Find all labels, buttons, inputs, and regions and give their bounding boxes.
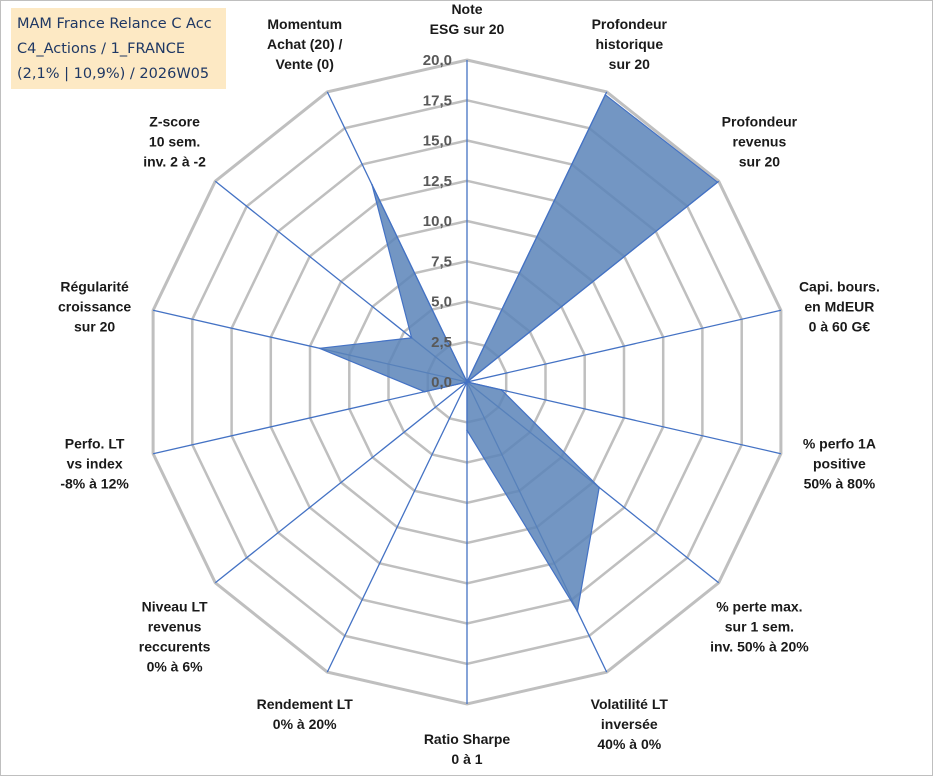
tick-label: 7,5 [431, 253, 452, 270]
axis-label-13-line-2: Vente (0) [276, 56, 334, 72]
data-point-11 [318, 347, 321, 350]
axis-label-7-line-1: 0 à 1 [451, 751, 482, 767]
axis-label-11-line-2: sur 20 [74, 319, 115, 335]
axis-label-13-line-0: Momentum [267, 16, 342, 32]
axis-label-10-line-2: -8% à 12% [60, 475, 129, 491]
data-point-9 [466, 381, 468, 383]
axis-label-4-line-1: positive [813, 455, 866, 471]
axis-label-9-line-1: revenus [148, 619, 202, 635]
tick-label: 2,5 [431, 334, 452, 351]
fund-title-box: MAM France Relance C Acc C4_Actions / 1_… [11, 8, 226, 89]
spoke-8 [326, 381, 468, 673]
series-area-0 [319, 93, 719, 613]
axis-label-10-line-0: Perfo. LT [65, 435, 125, 451]
tick-label: 15,0 [423, 133, 452, 150]
tick-label: 5,0 [431, 294, 452, 311]
axis-label-8-line-0: Rendement LT [257, 696, 354, 712]
axis-label-3-line-2: 0 à 60 G€ [809, 319, 871, 335]
tick-label: 10,0 [423, 213, 452, 230]
axis-label-9-line-3: 0% à 6% [147, 659, 204, 675]
spoke-4 [466, 381, 782, 455]
axis-label-4-line-0: % perfo 1A [803, 435, 876, 451]
axis-label-3-line-1: en MdEUR [804, 299, 874, 315]
data-point-7 [466, 429, 468, 432]
tick-label: 12,5 [423, 173, 452, 190]
data-point-13 [371, 183, 373, 186]
axis-label-5-line-1: sur 1 sem. [725, 619, 794, 635]
spoke-3 [466, 309, 782, 383]
axis-label-7-line-0: Ratio Sharpe [424, 731, 511, 747]
axis-label-1-line-2: sur 20 [609, 56, 650, 72]
data-point-4 [500, 389, 503, 391]
spoke-10 [152, 381, 468, 455]
series-layer [318, 93, 719, 613]
data-point-5 [598, 486, 600, 489]
data-point-6 [576, 610, 579, 612]
label-layer: Note ESG sur 20 Profondeur historique sur 20… [58, 1, 880, 767]
axis-label-9-line-0: Niveau LT [142, 599, 208, 615]
axis-label-6-line-2: 40% à 0% [597, 736, 661, 752]
data-point-10 [423, 390, 426, 393]
data-point-12 [410, 337, 413, 339]
tick-label: 20,0 [423, 52, 452, 69]
axis-label-6-line-1: inversée [601, 716, 658, 732]
axis-label-0-line-1: ESG sur 20 [430, 21, 505, 37]
fund-category: C4_Actions / 1_FRANCE [17, 41, 186, 57]
axis-label-9-line-2: reccurents [139, 639, 211, 655]
axis-label-13-line-1: Achat (20) / [267, 36, 343, 52]
axis-label-12-line-2: inv. 2 à -2 [143, 154, 206, 170]
tick-label: 0,0 [431, 374, 452, 391]
tick-layer: 0,0 2,5 5,0 7,5 10,0 12,5 15,0 17,5 20,0 [423, 52, 452, 391]
axis-label-2-line-2: sur 20 [739, 154, 780, 170]
axis-label-5-line-0: % perte max. [716, 599, 802, 615]
axis-label-4-line-2: 50% à 80% [804, 475, 876, 491]
axis-label-12-line-0: Z-score [149, 114, 200, 130]
axis-label-6-line-0: Volatilité LT [591, 696, 669, 712]
data-point-2 [716, 181, 719, 183]
tick-label: 17,5 [423, 92, 452, 109]
fund-stats-period: (2,1% | 10,9%) / 2026W05 [17, 66, 210, 82]
axis-label-0-line-0: Note [451, 1, 482, 17]
spoke-9 [214, 381, 468, 584]
axis-label-1-line-1: historique [595, 36, 663, 52]
axis-label-5-line-2: inv. 50% à 20% [710, 639, 809, 655]
axis-label-11-line-0: Régularité [60, 279, 129, 295]
axis-label-2-line-0: Profondeur [722, 114, 798, 130]
axis-label-2-line-1: revenus [733, 134, 787, 150]
axis-label-12-line-1: 10 sem. [149, 134, 200, 150]
axis-label-1-line-0: Profondeur [592, 16, 668, 32]
data-point-1 [604, 94, 607, 96]
axis-label-3-line-0: Capi. bours. [799, 279, 880, 295]
axis-label-10-line-1: vs index [67, 455, 123, 471]
fund-name: MAM France Relance C Acc [17, 16, 212, 32]
axis-label-11-line-1: croissance [58, 299, 131, 315]
axis-label-8-line-1: 0% à 20% [273, 716, 337, 732]
